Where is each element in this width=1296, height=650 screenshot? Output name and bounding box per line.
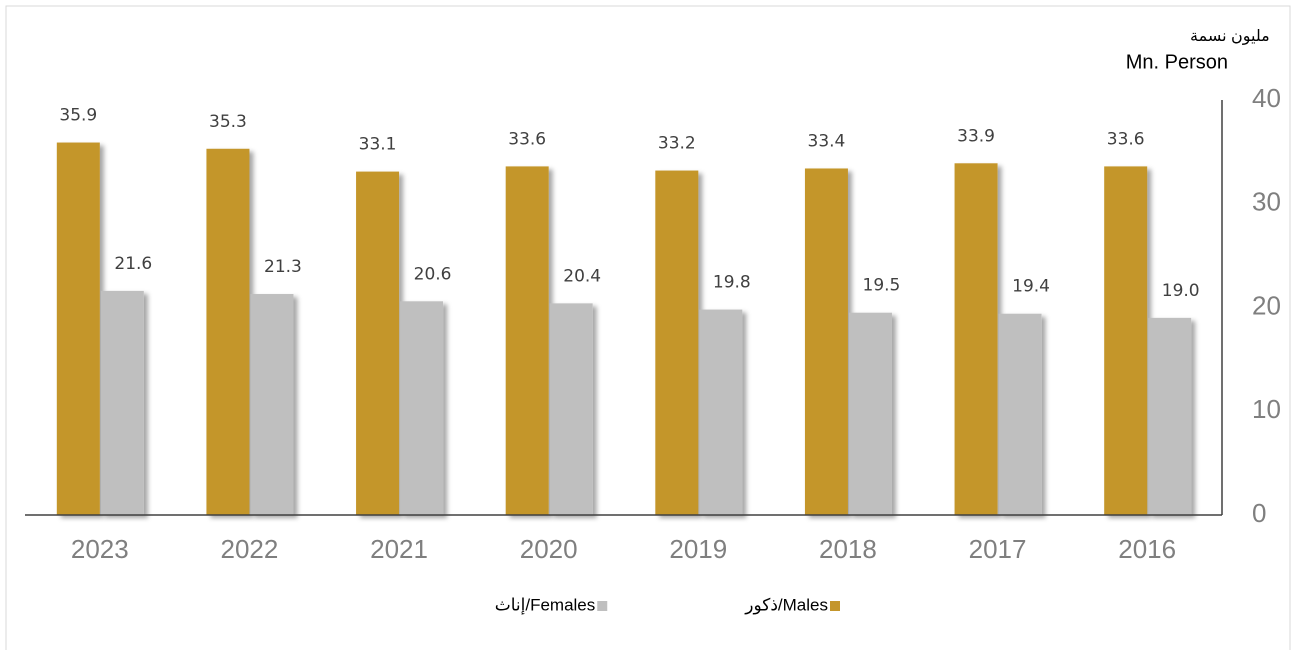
bar — [250, 294, 294, 515]
bar — [954, 163, 998, 515]
x-tick-label: 2022 — [221, 534, 279, 564]
y-tick-label: 40 — [1252, 83, 1281, 113]
data-label: 19.8 — [713, 273, 751, 293]
x-tick-label: 2021 — [370, 534, 428, 564]
bar — [356, 171, 400, 515]
x-tick-label: 2023 — [71, 534, 129, 564]
data-label: 33.9 — [957, 126, 995, 146]
data-label: 19.5 — [863, 276, 901, 296]
bar — [400, 301, 444, 515]
bar — [56, 142, 100, 515]
data-label: 19.0 — [1162, 281, 1200, 301]
x-tick-label: 2017 — [969, 534, 1027, 564]
data-label: 33.2 — [658, 134, 696, 154]
data-label: 35.3 — [209, 112, 247, 132]
bar — [1148, 317, 1192, 515]
chart-border — [5, 5, 1291, 650]
bar — [848, 312, 892, 515]
data-label: 21.3 — [264, 257, 302, 277]
legend-swatch — [597, 601, 608, 611]
x-tick-label: 2016 — [1118, 534, 1176, 564]
bar — [1104, 166, 1148, 515]
y-axis-label: Mn. Person — [1126, 51, 1228, 73]
bar — [505, 166, 549, 515]
data-label: 33.6 — [1107, 129, 1145, 149]
bar — [998, 313, 1042, 515]
y-tick-label: 30 — [1252, 187, 1281, 217]
y-tick-label: 10 — [1252, 394, 1281, 424]
bar — [699, 309, 743, 515]
y-tick-label: 20 — [1252, 290, 1281, 320]
x-tick-label: 2020 — [520, 534, 578, 564]
y-axis-label: مليون نسمة — [1190, 28, 1270, 46]
x-tick-label: 2019 — [669, 534, 727, 564]
data-label: 19.4 — [1012, 277, 1050, 297]
legend-label: Males/ذكور — [744, 595, 828, 614]
bar — [655, 170, 699, 516]
legend-swatch — [830, 601, 840, 611]
data-label: 33.1 — [359, 135, 397, 155]
bar — [549, 303, 593, 515]
data-label: 33.6 — [508, 129, 546, 149]
data-label: 21.6 — [114, 254, 152, 274]
bar — [804, 168, 848, 515]
bar — [206, 148, 250, 515]
data-label: 20.4 — [563, 266, 601, 286]
x-tick-label: 2018 — [819, 534, 877, 564]
legend-label: Females/إناث — [495, 595, 596, 614]
data-label: 33.4 — [808, 131, 846, 151]
data-label: 20.6 — [414, 264, 452, 284]
bar — [100, 290, 144, 515]
y-tick-label: 0 — [1252, 498, 1266, 528]
data-label: 35.9 — [59, 106, 97, 126]
